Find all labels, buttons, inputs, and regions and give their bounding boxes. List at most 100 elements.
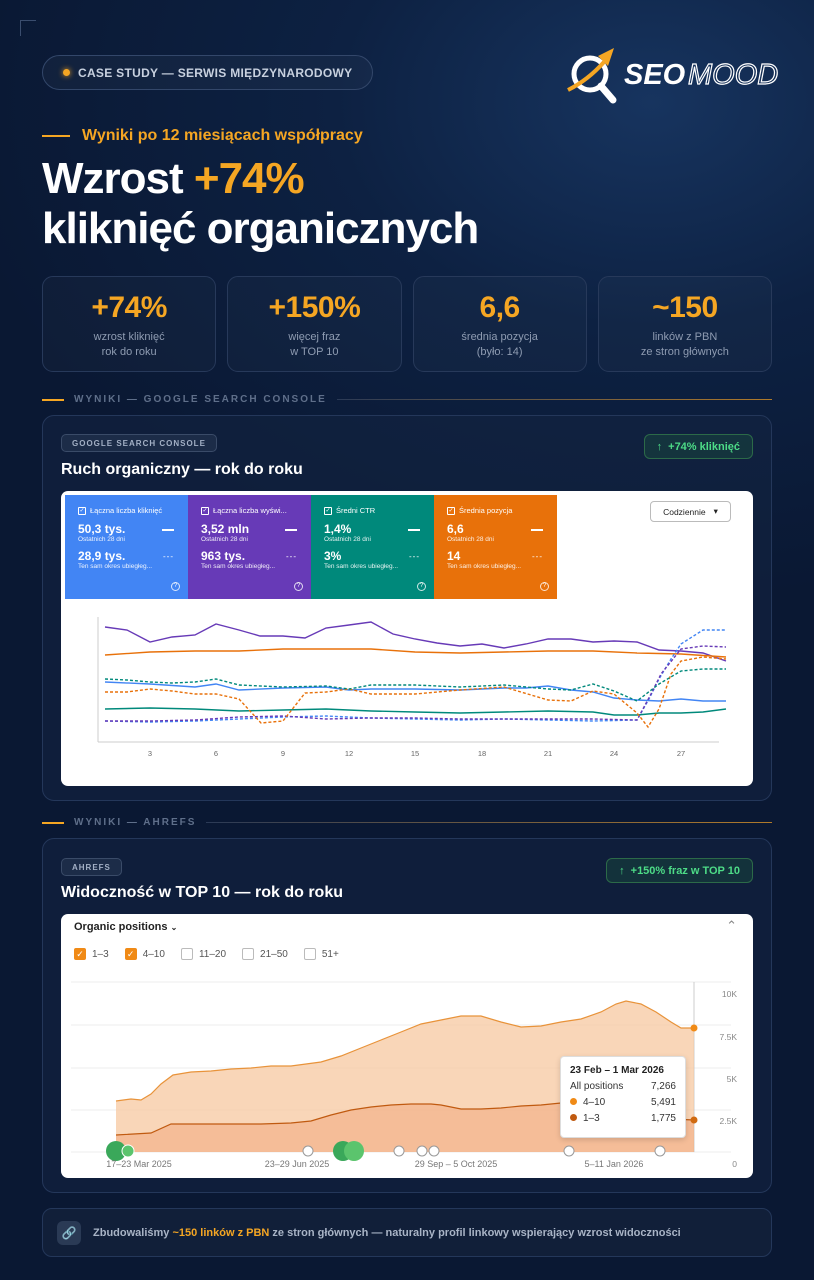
help-icon[interactable]: ? [171, 582, 180, 591]
title-prefix: Wzrost [42, 154, 194, 203]
filter-1-3[interactable]: ✓ 1–3 [74, 948, 109, 960]
section-text: WYNIKI — AHREFS [74, 817, 197, 828]
stat-card: +150% więcej fraz w TOP 10 [227, 276, 402, 372]
help-icon[interactable]: ? [540, 582, 549, 591]
badge-text: +150% fraz w TOP 10 [630, 864, 740, 877]
title-line2: kliknięć organicznych [42, 204, 479, 253]
footer-highlight: ~150 linków z PBN [172, 1226, 270, 1239]
series-ctr [104, 707, 727, 716]
section-divider [206, 822, 772, 823]
area-1-3 [116, 1101, 694, 1152]
section-accent [42, 821, 64, 824]
series-ctr-prev [104, 668, 726, 702]
tooltip-label: 4–10 [583, 1097, 606, 1108]
dropdown-value: Codziennie [663, 506, 706, 517]
ahrefs-card: AHREFS ↑ +150% fraz w TOP 10 Widoczność w… [42, 838, 772, 1193]
solid-line-icon [408, 529, 420, 531]
checkbox-checked-icon: ✓ [74, 948, 86, 960]
stat-label: linków z PBN ze stron głównych [599, 330, 771, 360]
help-icon[interactable]: ? [294, 582, 303, 591]
stat-line2: ze stron głównych [640, 346, 729, 358]
line-4-10 [115, 1000, 694, 1102]
gsc-tile-impressions[interactable]: ✓ Łączna liczba wyświ... 3,52 mln Ostatni… [188, 495, 311, 599]
x-tick: 12 [345, 749, 353, 758]
ahrefs-tag: AHREFS [61, 858, 122, 876]
tile-header: ✓ Łączna liczba kliknięć [78, 506, 175, 515]
tile-prev-value: 963 tys. [201, 549, 246, 563]
stat-line1: wzrost kliknięć [93, 331, 165, 343]
stat-card: 6,6 średnia pozycja (było: 14) [412, 276, 587, 372]
y-tick: 0 [732, 1159, 737, 1169]
stat-line2: w TOP 10 [290, 346, 339, 358]
legend-dot-icon [570, 1098, 577, 1105]
panel-title: Organic positions [74, 921, 168, 933]
gsc-tile-position[interactable]: ✓ Średnia pozycja 6,6 Ostatnich 28 dni --… [434, 495, 557, 599]
stat-label: wzrost kliknięć rok do roku [43, 330, 215, 360]
stat-line1: linków z PBN [652, 331, 718, 343]
page-title: Wzrost +74% kliknięć organicznych [42, 154, 479, 254]
series-position [104, 648, 727, 658]
filter-label: 11–20 [198, 948, 227, 960]
stat-value: +150% [268, 291, 361, 324]
title-accent: +74% [193, 154, 305, 203]
footer-text: Zbudowaliśmy ~150 linków z PBN ze stron … [93, 1227, 681, 1239]
stat-line1: więcej fraz [288, 331, 341, 343]
dashed-line-icon: --- [163, 552, 174, 561]
chevron-up-icon[interactable]: ⌃ [726, 918, 737, 933]
stat-line2: (było: 14) [476, 346, 523, 358]
ahrefs-badge: ↑ +150% fraz w TOP 10 [606, 858, 753, 883]
event-markers [106, 1141, 666, 1161]
tile-prev-period: Ten sam okres ubiegłeg... [447, 563, 522, 570]
stat-card: +74% wzrost kliknięć rok do roku [42, 276, 217, 372]
x-tick: 6 [214, 749, 218, 758]
filter-21-50[interactable]: 21–50 [242, 948, 288, 960]
tile-value: 50,3 tys. [78, 522, 126, 536]
stat-label: więcej fraz w TOP 10 [228, 330, 400, 360]
tile-prev-value: 28,9 tys. [78, 549, 126, 563]
organic-positions-toggle[interactable]: Organic positions ⌄ [74, 921, 177, 933]
tile-prev-period: Ten sam okres ubiegłeg... [201, 563, 276, 570]
ahrefs-chart: 10K 7.5K 5K 2.5K 0 17–23 Mar 2025 23–29 … [71, 981, 738, 1169]
google-update-marker[interactable] [302, 1145, 314, 1157]
event-marker[interactable] [344, 1141, 364, 1161]
stat-line2: rok do roku [101, 346, 157, 358]
tooltip-row-all: All positions 7,266 [570, 1081, 676, 1092]
tile-period: Ostatnich 28 dni [201, 536, 248, 543]
google-update-marker[interactable] [393, 1145, 405, 1157]
y-tick: 7.5K [720, 1032, 738, 1042]
filter-11-20[interactable]: 11–20 [180, 948, 227, 960]
tile-prev-value: 3% [324, 549, 342, 563]
x-tick: 9 [281, 749, 285, 758]
x-tick: 18 [478, 749, 486, 758]
help-icon[interactable]: ? [417, 582, 426, 591]
google-update-marker[interactable] [563, 1145, 575, 1157]
logo-text-seo: SEO [624, 59, 686, 91]
checkbox-icon [303, 948, 316, 960]
section-label-gsc: WYNIKI — GOOGLE SEARCH CONSOLE [42, 394, 772, 405]
tile-label: Łączna liczba wyświ... [213, 506, 287, 515]
gsc-tile-ctr[interactable]: ✓ Średni CTR 1,4% Ostatnich 28 dni --- 3%… [311, 495, 434, 599]
granularity-dropdown[interactable]: Codziennie ▾ [650, 501, 731, 522]
annotation-marker[interactable] [428, 1145, 440, 1157]
stat-label: średnia pozycja (było: 14) [414, 330, 586, 360]
check-icon: ✓ [201, 506, 209, 515]
filter-label: 4–10 [142, 948, 165, 960]
footer-post: ze stron głównych — naturalny profil lin… [269, 1226, 681, 1239]
event-marker[interactable] [106, 1141, 126, 1161]
gsc-tile-clicks[interactable]: ✓ Łączna liczba kliknięć 50,3 tys. Ostatn… [65, 495, 188, 599]
filter-51-plus[interactable]: 51+ [303, 948, 339, 960]
tile-label: Średni CTR [336, 506, 376, 515]
gsc-chart: 3 6 9 12 15 18 21 24 27 [97, 617, 727, 758]
google-update-marker[interactable] [654, 1145, 666, 1157]
x-tick: 3 [148, 749, 152, 758]
google-update-marker[interactable] [416, 1145, 428, 1157]
filter-4-10[interactable]: ✓ 4–10 [124, 948, 165, 960]
x-tick: 24 [610, 749, 618, 758]
tooltip-date: 23 Feb – 1 Mar 2026 [570, 1065, 664, 1076]
event-marker[interactable] [121, 1144, 135, 1158]
tile-header: ✓ Średnia pozycja [447, 506, 544, 515]
series-impressions-prev [105, 645, 727, 722]
x-tick: 5–11 Jan 2026 [585, 1159, 644, 1169]
series-position-prev [105, 656, 727, 729]
y-tick: 10K [722, 989, 737, 999]
